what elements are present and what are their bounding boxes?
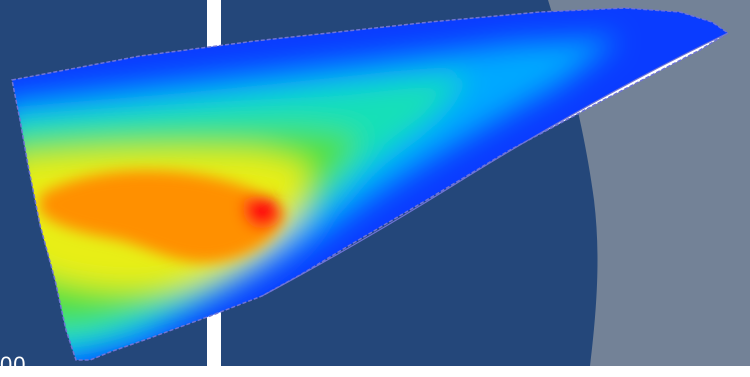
blade-outline [11, 7, 730, 361]
corner-text: 00 [0, 352, 27, 377]
contour-plot-scene [0, 0, 750, 366]
void-outline [261, 32, 729, 297]
contour-level-5 [40, 170, 285, 263]
contour-level-6 [243, 195, 281, 229]
